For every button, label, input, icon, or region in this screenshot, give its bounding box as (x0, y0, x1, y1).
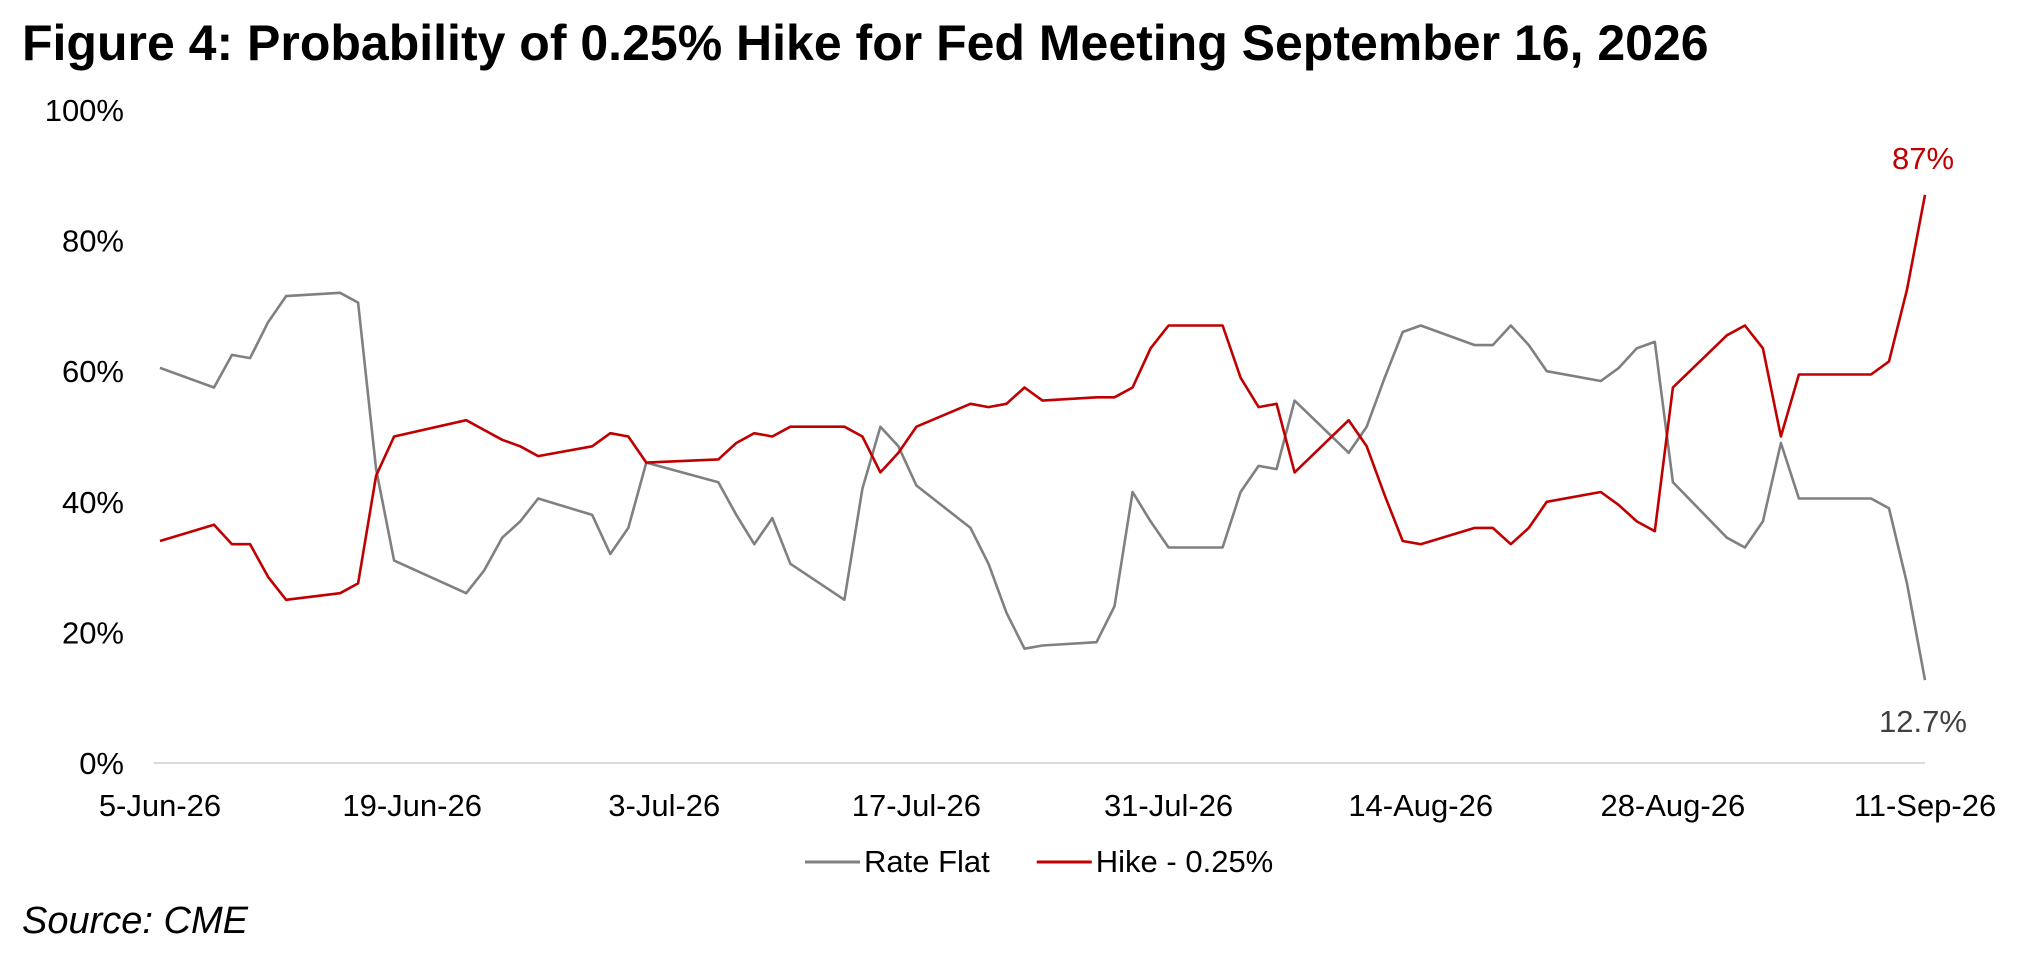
chart-legend: Rate Flat Hike - 0.25% (805, 844, 1273, 879)
y-tick-label: 60% (62, 354, 124, 389)
source-note: Source: CME (22, 900, 248, 942)
y-tick-label: 100% (45, 93, 124, 128)
annotation-label: 12.7% (1879, 704, 1967, 739)
line-chart: 0% 20% 40% 60% 80% 100% 5-Jun-26 19-Jun-26 3-Ju… (45, 93, 1997, 879)
x-axis-tick-labels: 5-Jun-26 19-Jun-26 3-Jul-26 17-Jul-26 31-Jul… (99, 788, 1996, 823)
y-tick-label: 20% (62, 615, 124, 650)
annotation-label: 87% (1892, 141, 1954, 176)
legend-label-rate-flat: Rate Flat (864, 844, 990, 879)
data-label-annotations: 87% 12.7% (1879, 141, 1967, 739)
x-tick-label: 17-Jul-26 (852, 788, 981, 823)
series-lines (159, 194, 1927, 681)
x-tick-label: 19-Jun-26 (342, 788, 482, 823)
series-line-rate-flat (159, 291, 1927, 681)
x-tick-label: 14-Aug-26 (1348, 788, 1493, 823)
x-tick-label: 28-Aug-26 (1600, 788, 1745, 823)
y-axis-tick-labels: 0% 20% 40% 60% 80% 100% (45, 93, 124, 781)
y-tick-label: 0% (79, 746, 124, 781)
y-tick-label: 80% (62, 224, 124, 259)
legend-label-hike-0-25: Hike - 0.25% (1096, 844, 1273, 879)
x-tick-label: 31-Jul-26 (1104, 788, 1233, 823)
chart-title: Figure 4: Probability of 0.25% Hike for … (22, 15, 1709, 71)
x-tick-label: 3-Jul-26 (608, 788, 720, 823)
series-line-hike-0-25 (159, 194, 1927, 602)
y-tick-label: 40% (62, 485, 124, 520)
x-tick-label: 5-Jun-26 (99, 788, 221, 823)
x-tick-label: 11-Sep-26 (1854, 788, 1996, 823)
